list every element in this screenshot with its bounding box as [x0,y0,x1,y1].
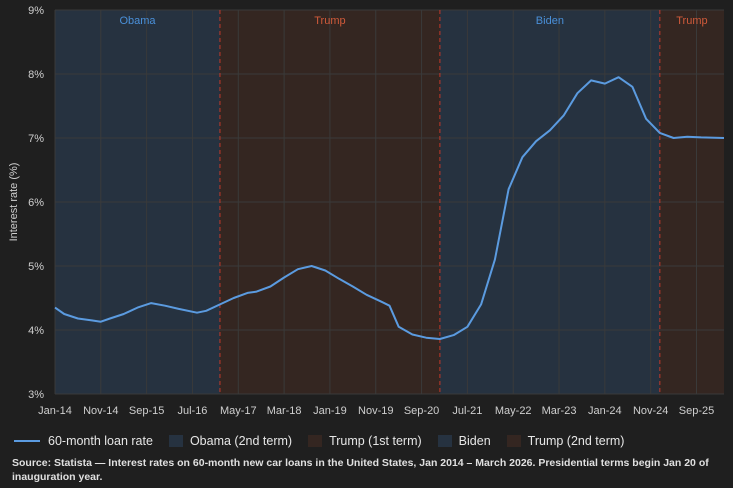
legend-label-biden: Biden [458,434,491,448]
x-tick-label-6: Jan-19 [313,405,347,417]
legend-item-trump1: Trump (1st term) [308,434,422,448]
y-tick-label-5: 8% [28,69,44,81]
period-label-1: Trump [314,15,345,27]
x-tick-label-14: Sep-25 [679,405,714,417]
chart-area: 3% 4% 5% 6% 7% 8% 9% Jan-14 Nov-14 Sep-15 Jul-16 Ma… [8,5,725,417]
legend-item-obama: Obama (2nd term) [168,434,293,448]
y-tick-label-1: 4% [28,325,44,337]
x-tick-label-0: Jan-14 [38,405,72,417]
legend-label-loan-rate: 60-month loan rate [48,434,153,448]
legend-label-obama: Obama (2nd term) [189,434,293,448]
x-tick-label-13: Nov-24 [633,405,668,417]
period-label-0: Obama [119,15,156,27]
series-line-0 [54,76,725,340]
legend-obama-swatch [168,435,183,447]
y-tick-label-3: 6% [28,197,44,209]
x-tick-label-4: May-17 [220,405,257,417]
legend: 60-month loan rate Obama (2nd term) Trum… [14,432,640,450]
x-tick-label-5: Mar-18 [267,405,302,417]
y-tick-label-6: 9% [28,5,44,17]
source-note: Source: Statista — Interest rates on 60-… [12,457,709,483]
legend-trump1-swatch [308,435,323,447]
x-tick-label-9: Jul-21 [452,405,482,417]
x-tick-label-12: Jan-24 [588,405,622,417]
period-label-2: Biden [536,15,564,27]
legend-label-trump1: Trump (1st term) [329,434,422,448]
x-tick-label-7: Nov-19 [358,405,393,417]
x-tick-label-3: Jul-16 [177,405,207,417]
x-tick-label-10: May-22 [495,405,532,417]
x-tick-label-1: Nov-14 [83,405,118,417]
period-label-3: Trump [676,15,707,27]
x-tick-label-11: Mar-23 [542,405,577,417]
legend-item-loan-rate: 60-month loan rate [14,434,153,448]
x-tick-label-2: Sep-15 [129,405,164,417]
y-tick-label-0: 3% [28,389,44,401]
legend-item-biden: Biden [437,434,491,448]
legend-label-trump2: Trump (2nd term) [527,434,625,448]
y-axis-label: Interest rate (%) [8,163,20,242]
legend-line-swatch [14,440,40,442]
line-chart: 3% 4% 5% 6% 7% 8% 9% Jan-14 Nov-14 Sep-15 Jul-16 Ma… [8,5,725,417]
y-tick-label-4: 7% [28,133,44,145]
x-tick-label-8: Sep-20 [404,405,439,417]
legend-biden-swatch [437,435,452,447]
legend-item-trump2: Trump (2nd term) [506,434,625,448]
legend-trump2-swatch [506,435,521,447]
y-tick-label-2: 5% [28,261,44,273]
